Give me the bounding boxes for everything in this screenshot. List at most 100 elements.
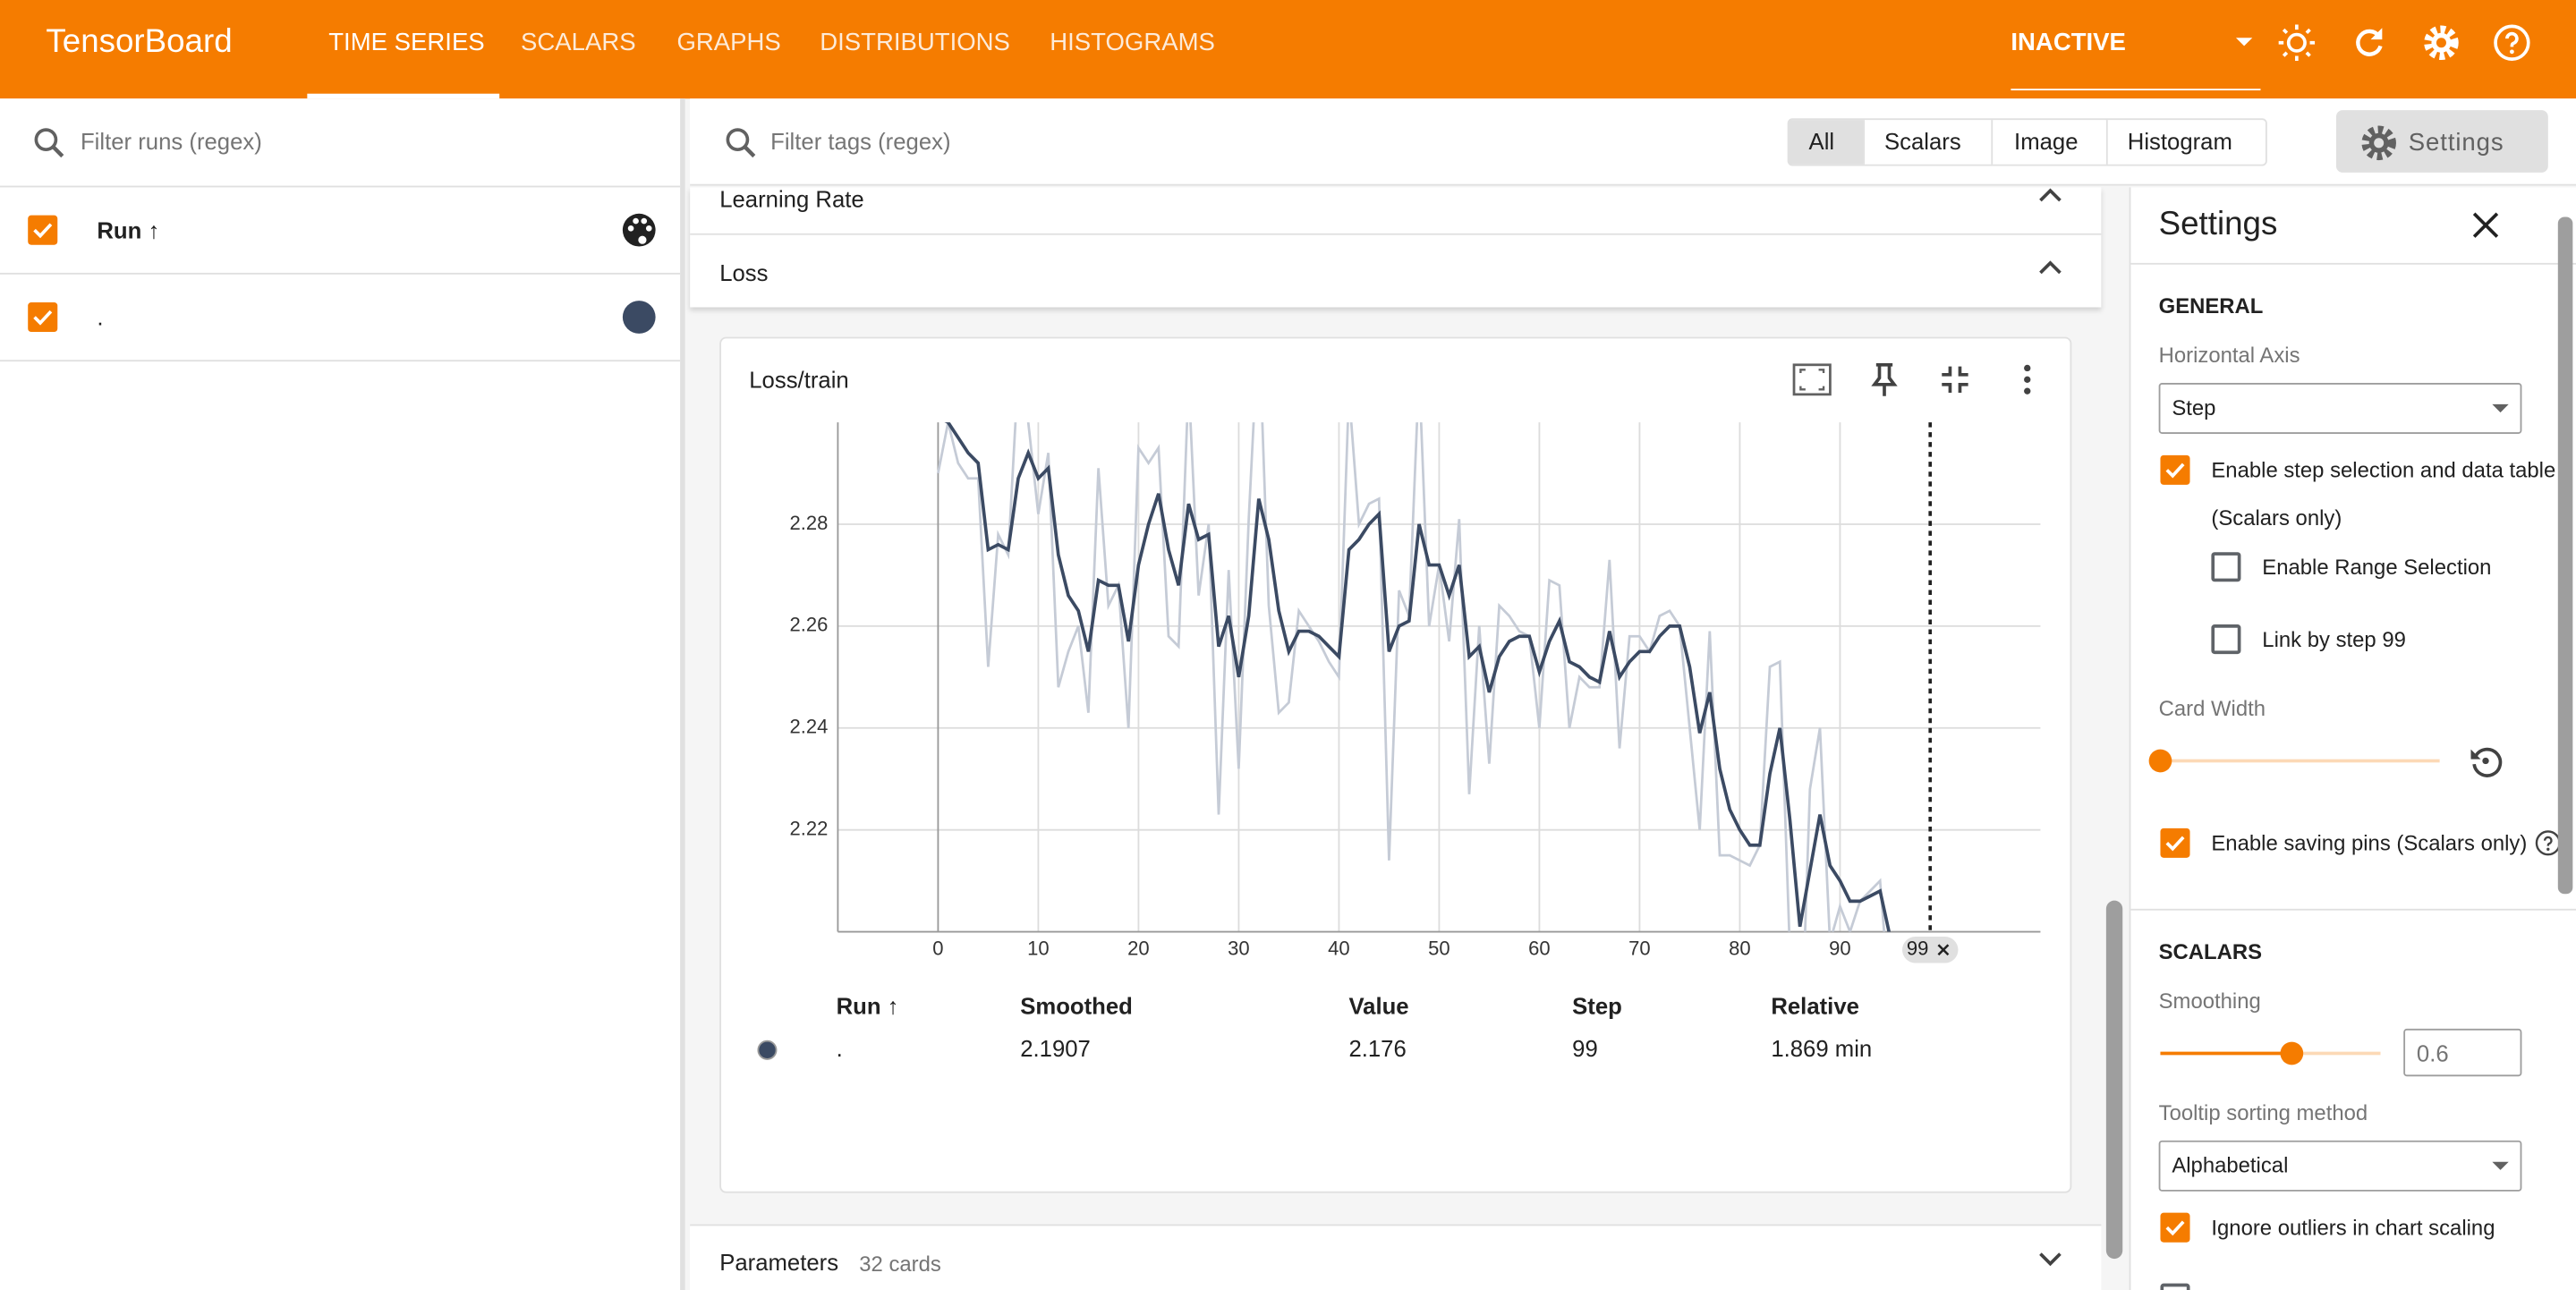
slider-knob[interactable] (2148, 749, 2172, 773)
scrollbar-thumb[interactable] (2557, 216, 2573, 895)
table-cell: 99 (1572, 1035, 1598, 1062)
x-tick-label: 90 (1829, 938, 1850, 960)
chart-card (719, 336, 2072, 1193)
tab[interactable]: GRAPHS (676, 29, 781, 57)
type-button[interactable]: Image (2014, 128, 2079, 155)
slider-track (2160, 759, 2440, 763)
checkbox-label: Link by step 99 (2262, 626, 2406, 652)
runs-panel (0, 98, 685, 1290)
checkbox[interactable] (2211, 552, 2241, 582)
collapse-icon[interactable] (2037, 258, 2063, 277)
select[interactable] (2158, 383, 2522, 434)
scrollbar-thumb[interactable] (2105, 900, 2123, 1260)
x-tick-label: 80 (1729, 938, 1750, 960)
group-title[interactable]: Parameters (719, 1249, 839, 1276)
help-icon[interactable] (2492, 23, 2531, 63)
top-bar (0, 0, 2576, 99)
type-button[interactable]: Histogram (2127, 128, 2232, 155)
divider (0, 360, 681, 362)
group-header (690, 1224, 2102, 1290)
checkbox-checked[interactable] (28, 215, 58, 245)
checkbox-label: Enable saving pins (Scalars only) (2211, 830, 2528, 856)
fit-domain-icon[interactable] (1790, 361, 1833, 397)
settings-button-label[interactable]: Settings (2408, 129, 2504, 157)
table-header[interactable]: Value (1348, 992, 1409, 1019)
theme-icon[interactable] (2277, 23, 2317, 63)
checkbox[interactable] (2211, 624, 2241, 655)
step-chip (1902, 937, 1959, 963)
status-underline (2011, 89, 2261, 91)
table-header[interactable]: Relative (1771, 992, 1859, 1019)
divider (0, 272, 681, 275)
group-title[interactable]: Loss (719, 259, 769, 286)
collapse-card-icon[interactable] (1939, 363, 1972, 396)
group-headers (690, 187, 2102, 308)
x-tick-label: 50 (1428, 938, 1450, 960)
step-chip-label: 99 (1907, 938, 1928, 960)
group-title[interactable]: Learning Rate (719, 185, 864, 212)
checkbox-checked[interactable] (2160, 1212, 2190, 1243)
checkbox-checked[interactable] (2160, 827, 2190, 858)
slider-knob[interactable] (2281, 1041, 2304, 1065)
run-color (757, 1040, 778, 1060)
settings-title: Settings (2158, 206, 2278, 242)
section-title: GENERAL (2158, 293, 2264, 318)
checkbox-checked[interactable] (2160, 454, 2190, 485)
card-title: Loss/train (749, 366, 849, 394)
table-header[interactable]: Step (1572, 992, 1622, 1019)
checkbox[interactable] (2160, 1283, 2190, 1290)
settings-icon[interactable] (2421, 23, 2461, 63)
divider (1863, 120, 1865, 165)
smoothing-value: 0.6 (2416, 1040, 2449, 1067)
checkbox-checked[interactable] (28, 301, 58, 333)
select-value: Step (2172, 395, 2216, 420)
divider (1991, 120, 1994, 165)
search-icon (726, 128, 756, 158)
settings-panel: Settings GENERAL Horizontal Axis Step En… (2129, 187, 2576, 1290)
type-button[interactable]: All (1808, 128, 1835, 155)
palette-icon[interactable] (621, 212, 657, 248)
reset-icon[interactable] (2468, 743, 2504, 778)
brand[interactable]: TensorBoard (46, 23, 233, 61)
reload-status[interactable]: INACTIVE (2011, 29, 2126, 57)
expand-icon[interactable] (2037, 1249, 2063, 1269)
run-color[interactable] (622, 301, 656, 334)
close-icon[interactable] (2472, 212, 2499, 238)
type-selected (1789, 120, 1864, 165)
x-tick-label: 20 (1127, 938, 1149, 960)
dropdown-arrow[interactable] (2234, 36, 2254, 49)
tab[interactable]: SCALARS (521, 29, 636, 57)
series-line (937, 422, 1886, 932)
dropdown-arrow (2492, 403, 2509, 413)
table-header[interactable]: Run ↑ (836, 992, 899, 1019)
type-button[interactable]: Scalars (1884, 128, 1961, 155)
run-column-header[interactable]: Run ↑ (97, 216, 160, 243)
toolbar (690, 98, 2576, 186)
tab[interactable]: TIME SERIES (328, 29, 485, 57)
settings-icon (2361, 125, 2396, 161)
series-line (944, 422, 1892, 932)
refresh-icon[interactable] (2350, 23, 2389, 63)
y-tick-label: 2.24 (790, 716, 829, 738)
more-icon[interactable] (2018, 363, 2037, 396)
divider (2130, 262, 2576, 265)
tags-filter[interactable]: Filter tags (regex) (770, 128, 951, 155)
tab[interactable]: HISTOGRAMS (1050, 29, 1215, 57)
table-header[interactable]: Smoothed (1020, 992, 1133, 1019)
table-cell: 2.1907 (1020, 1035, 1091, 1062)
type-filter (1787, 118, 2267, 166)
collapse-icon[interactable] (2037, 186, 2063, 206)
runs-filter[interactable]: Filter runs (regex) (80, 128, 262, 155)
number-input[interactable] (2403, 1028, 2522, 1077)
tab[interactable]: DISTRIBUTIONS (820, 29, 1010, 57)
dropdown-arrow (2492, 1161, 2509, 1170)
x-tick-label: 70 (1628, 938, 1650, 960)
y-tick-label: 2.28 (790, 512, 829, 534)
plot (937, 422, 1892, 932)
search-icon (34, 128, 64, 158)
x-tick-label: 30 (1228, 938, 1249, 960)
pin-icon[interactable] (1868, 361, 1901, 397)
select[interactable] (2158, 1140, 2522, 1192)
divider (2105, 120, 2108, 165)
